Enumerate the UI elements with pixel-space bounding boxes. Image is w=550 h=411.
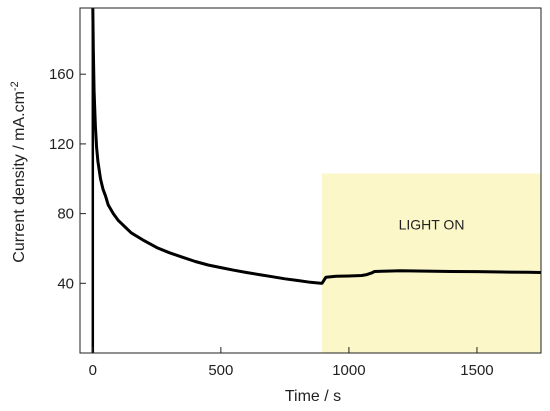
y-tick-label: 160 [49, 66, 74, 83]
series-layer [91, 7, 542, 353]
y-axis-ticks: 40 80 120 160 [49, 66, 86, 292]
x-tick-label: 0 [89, 362, 97, 379]
y-tick-label: 80 [57, 206, 74, 223]
y-axis-title-superscript: -2 [9, 81, 21, 91]
x-axis-ticks: 0 500 1000 1500 [89, 347, 494, 379]
y-tick-label: 120 [49, 136, 74, 153]
y-axis-title-main: Current density / mA.cm [11, 91, 28, 263]
x-tick-label: 1500 [460, 362, 493, 379]
y-axis-title: Current density / mA.cm-2 [9, 81, 28, 262]
plot-frame [79, 7, 542, 354]
series-line-0 [91, 7, 542, 285]
y-tick-label: 40 [57, 275, 74, 292]
light-on-label: LIGHT ON [399, 217, 465, 233]
x-axis-title: Time / s [285, 388, 341, 405]
x-tick-label: 500 [208, 362, 233, 379]
light-on-region [322, 173, 541, 353]
x-tick-label: 1000 [332, 362, 365, 379]
